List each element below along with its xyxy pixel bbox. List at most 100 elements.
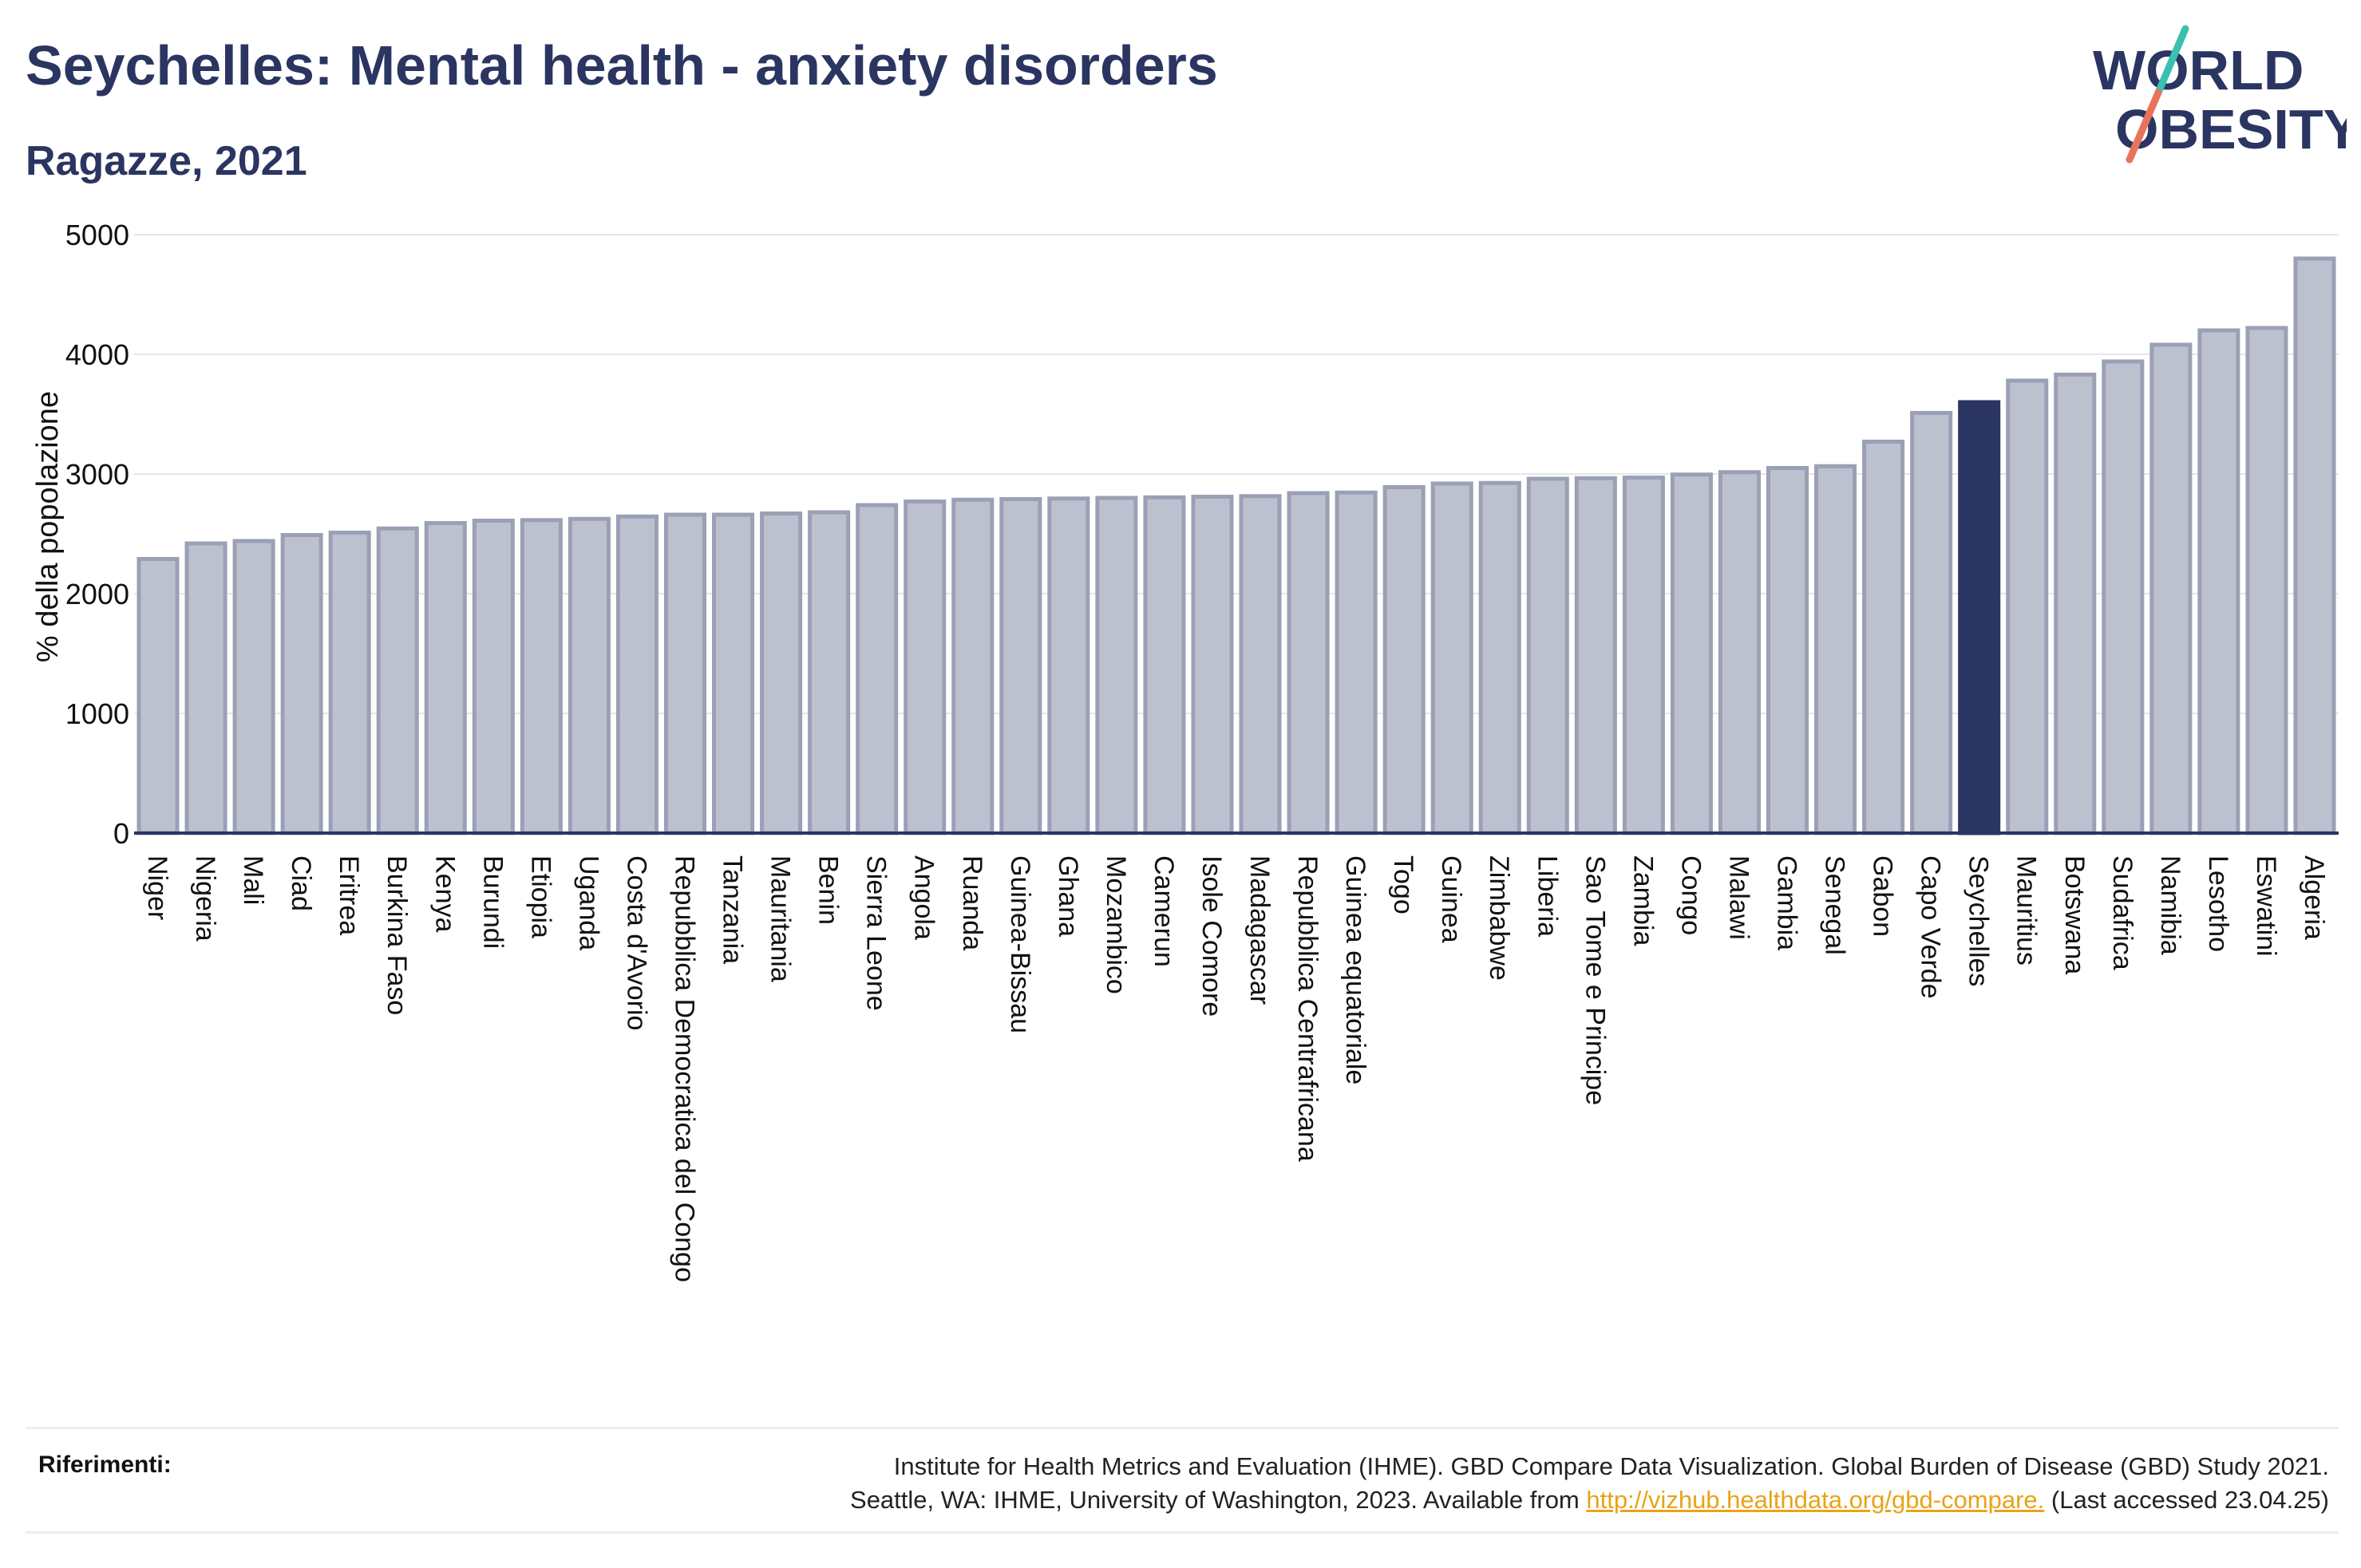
bar-uganda[interactable]	[568, 516, 611, 835]
bar-gabon[interactable]	[1862, 440, 1905, 835]
bar-namibia[interactable]	[2149, 342, 2193, 835]
bar-madagascar[interactable]	[1239, 494, 1282, 835]
bar-gambia[interactable]	[1766, 466, 1809, 835]
bar-ruanda[interactable]	[951, 497, 995, 835]
bar-ghana[interactable]	[1047, 496, 1090, 835]
bar-isole-comore[interactable]	[1191, 495, 1234, 835]
x-tick-label: Nigeria	[190, 855, 220, 942]
x-tick-label: Repubblica Democratica del Congo	[670, 855, 700, 1282]
bar-seychelles[interactable]	[1958, 400, 2001, 835]
x-tick-label: Namibia	[2155, 855, 2185, 955]
reference-line-2-suffix: (Last accessed 23.04.25)	[2051, 1486, 2329, 1514]
bar-guinea[interactable]	[1430, 481, 1473, 835]
world-obesity-logo: WORLD OBESITY	[2093, 25, 2347, 164]
y-tick-label: 0	[113, 817, 129, 850]
bar-camerun[interactable]	[1143, 495, 1186, 835]
x-tick-label: Benin	[813, 855, 844, 925]
bar-zimbabwe[interactable]	[1478, 480, 1521, 835]
x-tick-label: Madagascar	[1244, 855, 1275, 1005]
y-tick-label: 5000	[65, 219, 129, 251]
bar-chart: 0 1000 2000 3000 4000 5000 Niger Nigeria Mali Ci…	[31, 219, 2339, 1282]
references-footer: Riferimenti: Institute for Health Metric…	[26, 1427, 2339, 1534]
bar-sao-tome-e-principe[interactable]	[1574, 476, 1617, 835]
x-tick-label: Uganda	[573, 855, 603, 950]
x-tick-label: Zimbabwe	[1484, 855, 1514, 981]
bar-niger[interactable]	[136, 557, 180, 835]
x-tick-label: Kenya	[429, 855, 460, 932]
bar-sudafrica[interactable]	[2102, 359, 2145, 835]
x-tick-label: Zambia	[1627, 855, 1658, 946]
bar-angola[interactable]	[904, 500, 947, 835]
bar-mali[interactable]	[232, 539, 275, 835]
references-text: Institute for Health Metrics and Evaluat…	[850, 1450, 2329, 1517]
bar-algeria[interactable]	[2293, 256, 2336, 835]
x-tick-label: Ciad	[286, 855, 316, 911]
bar-eritrea[interactable]	[328, 531, 371, 835]
bar-mauritania[interactable]	[760, 511, 803, 835]
reference-line-2-prefix: Seattle, WA: IHME, University of Washing…	[850, 1486, 1580, 1514]
bars	[134, 256, 2339, 835]
bar-ciad[interactable]	[280, 533, 323, 835]
bar-sierra-leone[interactable]	[856, 503, 899, 835]
x-tick-label: Malawi	[1723, 855, 1754, 940]
x-tick-label: Algeria	[2299, 855, 2329, 940]
y-tick-label: 1000	[65, 697, 129, 730]
x-tick-label: Angola	[909, 855, 939, 940]
x-tick-label: Sierra Leone	[861, 855, 892, 1011]
bar-zambia[interactable]	[1622, 476, 1665, 835]
x-tick-label: Etiopia	[525, 855, 556, 938]
y-tick-label: 4000	[65, 338, 129, 371]
bar-guinea-bissau[interactable]	[999, 497, 1042, 835]
bar-eswatini[interactable]	[2245, 326, 2288, 835]
x-tick-label: Congo	[1675, 855, 1706, 935]
bar-togo[interactable]	[1382, 485, 1426, 835]
bar-botswana[interactable]	[2054, 373, 2097, 835]
x-tick-label: Liberia	[1532, 855, 1562, 937]
bar-benin[interactable]	[808, 510, 851, 835]
x-tick-label: Sudafrica	[2107, 855, 2138, 970]
x-tick-label: Guinea-Bissau	[1005, 855, 1035, 1033]
bar-capo-verde[interactable]	[1910, 411, 1953, 835]
x-tick-label: Guinea	[1436, 855, 1466, 943]
x-tick-label: Costa d'Avorio	[621, 855, 651, 1030]
x-tick-label: Isole Comore	[1196, 855, 1227, 1017]
bar-liberia[interactable]	[1526, 476, 1569, 835]
bar-lesotho[interactable]	[2197, 328, 2240, 835]
logo-slash-teal	[2154, 25, 2189, 97]
x-tick-label: Mali	[238, 855, 268, 905]
reference-line-2: Seattle, WA: IHME, University of Washing…	[850, 1483, 2329, 1517]
x-tick-label: Repubblica Centrafricana	[1292, 855, 1323, 1162]
bar-senegal[interactable]	[1814, 464, 1857, 835]
bar-guinea-equatoriale[interactable]	[1335, 490, 1378, 835]
bar-costa-d-avorio[interactable]	[615, 514, 658, 835]
y-axis-label: % della popolazione	[31, 391, 65, 662]
bar-congo[interactable]	[1670, 472, 1713, 835]
bar-tanzania[interactable]	[712, 512, 755, 835]
bar-kenya[interactable]	[424, 521, 467, 835]
y-tick-label: 3000	[65, 458, 129, 491]
reference-link[interactable]: http://vizhub.healthdata.org/gbd-compare…	[1586, 1486, 2045, 1514]
x-tick-label: Mauritius	[2011, 855, 2042, 966]
x-tick-label: Burundi	[477, 855, 508, 949]
bar-burkina-faso[interactable]	[376, 526, 419, 835]
x-tick-label: Togo	[1388, 855, 1418, 914]
bar-mauritius[interactable]	[2006, 378, 2049, 835]
x-tick-label: Burkina Faso	[382, 855, 412, 1015]
bar-nigeria[interactable]	[184, 541, 227, 835]
x-tick-label: Sao Tome e Principe	[1580, 855, 1610, 1105]
x-tick-label: Niger	[142, 855, 172, 920]
x-tick-label: Mauritania	[765, 855, 796, 982]
bar-mozambico[interactable]	[1095, 496, 1138, 835]
bar-repubblica-democratica-del-congo[interactable]	[663, 512, 707, 835]
bar-malawi[interactable]	[1718, 470, 1761, 835]
chart-title: Seychelles: Mental health - anxiety diso…	[26, 34, 1218, 97]
x-tick-label: Gabon	[1868, 855, 1898, 937]
x-tick-label: Capo Verde	[1916, 855, 1946, 999]
bar-burundi[interactable]	[472, 519, 515, 835]
x-tick-label: Ghana	[1053, 855, 1083, 937]
x-tick-label: Ruanda	[957, 855, 987, 950]
x-tick-label: Gambia	[1772, 855, 1802, 950]
bar-repubblica-centrafricana[interactable]	[1287, 491, 1330, 835]
bar-etiopia[interactable]	[520, 518, 563, 835]
x-tick-label: Eswatini	[2251, 855, 2281, 957]
